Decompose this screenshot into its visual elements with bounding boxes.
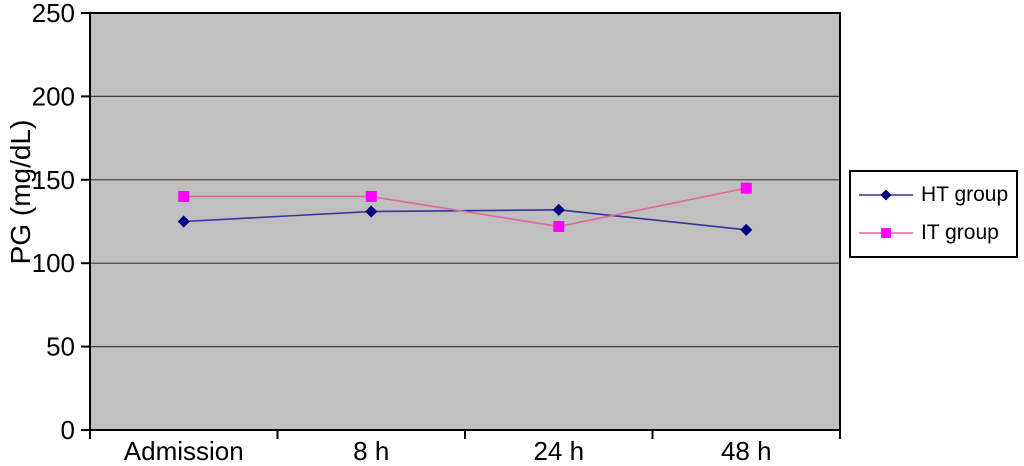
legend-swatch-ht-diamond-icon [859, 189, 913, 201]
y-tick-label: 50 [46, 332, 75, 362]
marker-square [553, 221, 565, 233]
y-tick-label: 250 [32, 0, 75, 28]
legend: HT group IT group [849, 170, 1018, 258]
y-axis-title: PG (mg/dL) [5, 119, 36, 265]
y-tick-label: 0 [61, 415, 75, 445]
y-tick-label: 150 [32, 165, 75, 195]
marker-square [740, 182, 752, 194]
y-tick-label: 200 [32, 81, 75, 111]
x-tick-label: Admission [124, 436, 244, 466]
plot-area [90, 13, 840, 430]
legend-item-ht-group: HT group [857, 183, 1016, 207]
series-line-it-group [183, 187, 747, 228]
marker-square [178, 190, 190, 202]
legend-item-it-group: IT group [857, 221, 1016, 245]
marker-diamond [365, 205, 378, 218]
marker-diamond [880, 189, 892, 201]
marker-square [881, 228, 891, 238]
marker-diamond [177, 215, 190, 228]
x-tick-label: 24 h [533, 436, 584, 466]
marker-square [365, 190, 377, 202]
series-line-ht-group [183, 209, 747, 231]
x-tick-label: 8 h [353, 436, 389, 466]
x-tick-label: 48 h [721, 436, 772, 466]
legend-swatch-it-square-icon [859, 228, 913, 238]
y-tick-label: 100 [32, 248, 75, 278]
legend-label-ht-group: HT group [921, 183, 1009, 206]
legend-label-it-group: IT group [921, 221, 999, 244]
